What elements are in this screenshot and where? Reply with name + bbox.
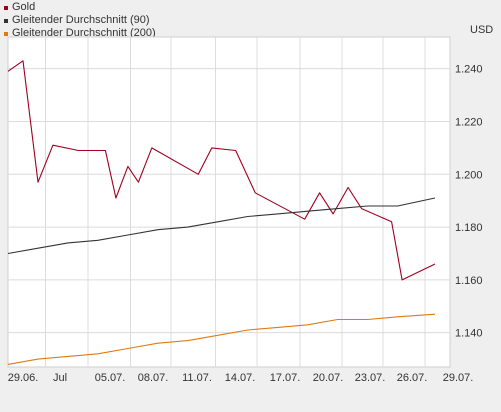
x-tick-label: 29.06. — [8, 372, 39, 384]
legend: Gold Gleitender Durchschnitt (90) Gleite… — [4, 1, 156, 40]
y-axis-unit: USD — [470, 24, 494, 36]
legend-item-ma200: Gleitender Durchschnitt (200) — [4, 27, 156, 40]
legend-swatch-gold — [4, 5, 8, 10]
legend-item-ma90: Gleitender Durchschnitt (90) — [4, 14, 156, 27]
x-axis: 29.06. Jul 05.07. 08.07. 11.07. 14.07. 17.07. 2… — [8, 372, 474, 384]
legend-label-ma200: Gleitender Durchschnitt (200) — [12, 27, 156, 39]
x-tick-label: 26.07. — [397, 372, 428, 384]
x-tick-label: 29.07. — [443, 372, 474, 384]
plot-background — [7, 36, 451, 368]
grid — [7, 36, 451, 368]
legend-label-ma90: Gleitender Durchschnitt (90) — [12, 14, 150, 26]
y-axis: 1.140 1.160 1.180 1.200 1.220 1.240 — [455, 64, 483, 340]
series-line-ma90 — [7, 197, 436, 255]
y-tick-label: 1.180 — [455, 222, 483, 234]
y-tick-label: 1.200 — [455, 169, 483, 181]
y-tick-label: 1.160 — [455, 275, 483, 287]
legend-swatch-ma200 — [4, 31, 8, 36]
x-tick-label: 14.07. — [225, 372, 256, 384]
legend-swatch-ma90 — [4, 18, 8, 23]
y-tick-label: 1.140 — [455, 328, 483, 340]
x-tick-label: 17.07. — [270, 372, 301, 384]
y-tick-label: 1.220 — [455, 116, 483, 128]
x-tick-label: 23.07. — [355, 372, 386, 384]
x-tick-label: 20.07. — [313, 372, 344, 384]
legend-label-gold: Gold — [12, 1, 36, 13]
legend-item-gold: Gold — [4, 1, 156, 14]
series-line-gold — [7, 60, 436, 281]
series-line-ma200 — [7, 313, 436, 365]
series-layer — [7, 60, 436, 365]
x-tick-label: 08.07. — [138, 372, 169, 384]
x-tick-label: 11.07. — [182, 372, 212, 384]
x-tick-label: Jul — [53, 372, 67, 384]
y-tick-label: 1.240 — [455, 64, 483, 76]
x-tick-label: 05.07. — [95, 372, 126, 384]
